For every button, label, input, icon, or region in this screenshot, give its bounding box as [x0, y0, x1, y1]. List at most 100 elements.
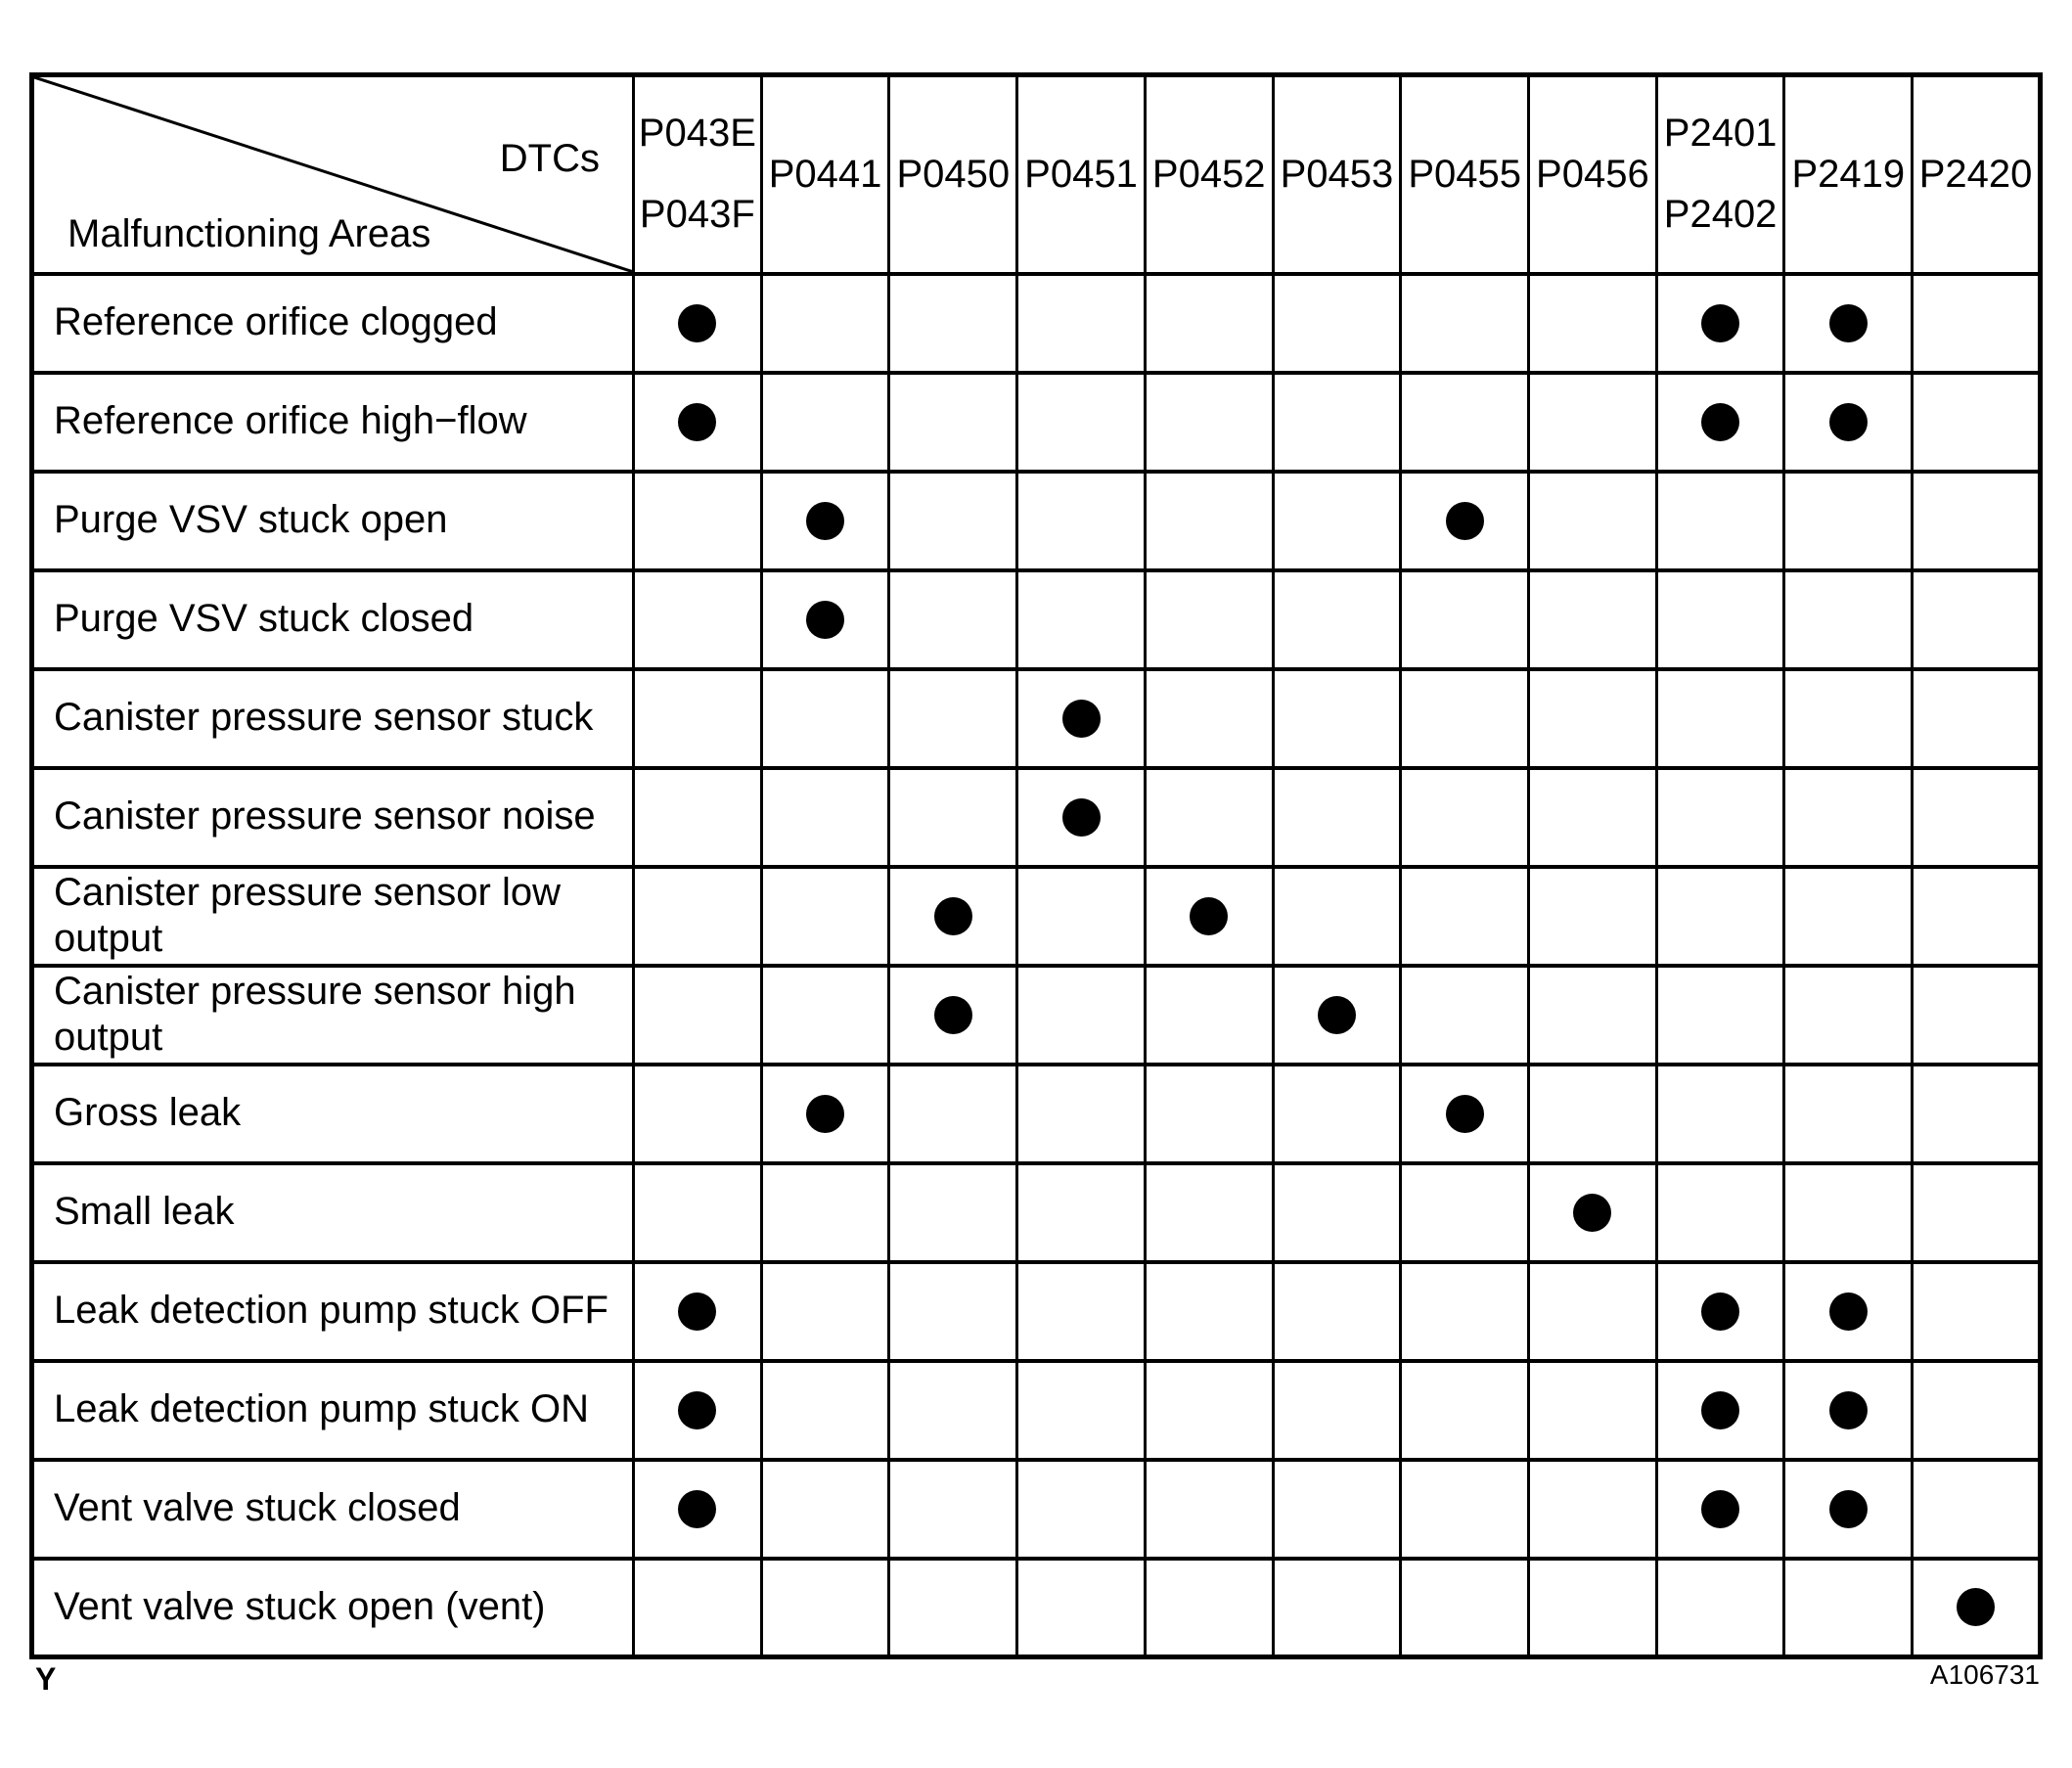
matrix-cell [632, 1556, 763, 1659]
matrix-cell [1143, 567, 1275, 671]
matrix-cell [1015, 1358, 1147, 1462]
matrix-cell [632, 864, 763, 968]
dtc-dot [1445, 1094, 1484, 1133]
figure-id: A106731 [1929, 1659, 2040, 1690]
matrix-cell [1527, 666, 1658, 770]
matrix-cell [1782, 1457, 1914, 1561]
dtc-dot [1828, 303, 1868, 342]
dtc-code: P0455 [1408, 152, 1521, 196]
row-label: Purge VSV stuck closed [30, 567, 635, 671]
matrix-cell [1399, 469, 1531, 572]
dtc-code: P0441 [768, 152, 882, 196]
diagonal-divider-line [34, 78, 631, 270]
matrix-cell [1911, 765, 2042, 869]
dtc-dot [678, 1489, 717, 1528]
matrix-cell [1143, 765, 1275, 869]
dtc-code: P2402 [1663, 193, 1778, 237]
matrix-cell [759, 1556, 891, 1659]
matrix-cell [1399, 765, 1531, 869]
matrix-cell [1399, 1358, 1531, 1462]
matrix-cell [887, 1259, 1019, 1363]
matrix-cell [1782, 469, 1914, 572]
dtc-dot [1317, 995, 1356, 1034]
dtc-dot [1828, 1292, 1868, 1331]
matrix-cell [1782, 666, 1914, 770]
matrix-cell [1399, 666, 1531, 770]
dtc-code: P2419 [1791, 152, 1906, 196]
dtc-dot [1701, 1489, 1740, 1528]
dtc-dot [678, 303, 717, 342]
row-label: Vent valve stuck closed [30, 1457, 635, 1561]
table-row: Reference orifice clogged [30, 271, 2042, 375]
matrix-cell [1015, 469, 1147, 572]
table-row: Leak detection pump stuck ON [30, 1358, 2042, 1462]
dtc-code: P2401 [1663, 112, 1778, 156]
col-header-p0456: P0456 [1527, 72, 1658, 276]
matrix-cell [1782, 765, 1914, 869]
dtc-code: P0451 [1024, 152, 1138, 196]
matrix-cell [1527, 271, 1658, 375]
matrix-cell [1527, 765, 1658, 869]
matrix-cell [1782, 271, 1914, 375]
corner-label-malfunctioning-areas: Malfunctioning Areas [68, 212, 431, 256]
table-row: Canister pressure sensor stuck [30, 666, 2042, 770]
table-row: Purge VSV stuck closed [30, 567, 2042, 671]
matrix-cell [1143, 864, 1275, 968]
matrix-cell [632, 1457, 763, 1561]
dtc-code: P043F [639, 193, 755, 237]
col-header-p2401-p2402: P2401 P2402 [1654, 72, 1786, 276]
dtc-dot [806, 501, 845, 540]
matrix-cell [1399, 370, 1531, 474]
matrix-cell [1654, 271, 1786, 375]
matrix-cell [1654, 567, 1786, 671]
matrix-cell [1399, 271, 1531, 375]
dtc-code: P043E [638, 112, 756, 156]
matrix-cell [1271, 1556, 1403, 1659]
col-header-p0451: P0451 [1015, 72, 1147, 276]
matrix-cell [1527, 963, 1658, 1066]
matrix-cell [887, 469, 1019, 572]
col-header-p0455: P0455 [1399, 72, 1531, 276]
matrix-cell [887, 963, 1019, 1066]
matrix-cell [1143, 370, 1275, 474]
matrix-cell [1143, 469, 1275, 572]
matrix-cell [1271, 1062, 1403, 1165]
matrix-cell [1911, 1556, 2042, 1659]
table-row: Canister pressure sensor noise [30, 765, 2042, 869]
matrix-cell [632, 666, 763, 770]
matrix-cell [1271, 1358, 1403, 1462]
dtc-code: P0450 [896, 152, 1011, 196]
matrix-cell [1015, 765, 1147, 869]
corner-label-dtcs: DTCs [499, 137, 600, 180]
matrix-cell [1399, 1160, 1531, 1264]
matrix-cell [887, 271, 1019, 375]
matrix-cell [632, 1160, 763, 1264]
matrix-cell [1527, 1556, 1658, 1659]
matrix-cell [1143, 1358, 1275, 1462]
table-row: Vent valve stuck open (vent) [30, 1556, 2042, 1659]
matrix-cell [1527, 567, 1658, 671]
matrix-cell [1654, 666, 1786, 770]
matrix-cell [1399, 567, 1531, 671]
matrix-cell [1399, 1556, 1531, 1659]
matrix-cell [1015, 1259, 1147, 1363]
matrix-cell [1911, 370, 2042, 474]
matrix-cell [632, 1062, 763, 1165]
row-label: Canister pressure sensor low output [30, 864, 635, 968]
matrix-cell [1911, 1259, 2042, 1363]
matrix-cell [1399, 1259, 1531, 1363]
matrix-cell [1143, 1062, 1275, 1165]
matrix-cell [1911, 666, 2042, 770]
dtc-dot [1701, 1390, 1740, 1429]
matrix-cell [887, 1062, 1019, 1165]
matrix-cell [1911, 1160, 2042, 1264]
matrix-cell [1654, 1259, 1786, 1363]
matrix-cell [1271, 271, 1403, 375]
matrix-cell [1911, 567, 2042, 671]
matrix-cell [1015, 1062, 1147, 1165]
matrix-cell [759, 469, 891, 572]
matrix-cell [887, 1160, 1019, 1264]
matrix-cell [1271, 864, 1403, 968]
table-row: Small leak [30, 1160, 2042, 1264]
